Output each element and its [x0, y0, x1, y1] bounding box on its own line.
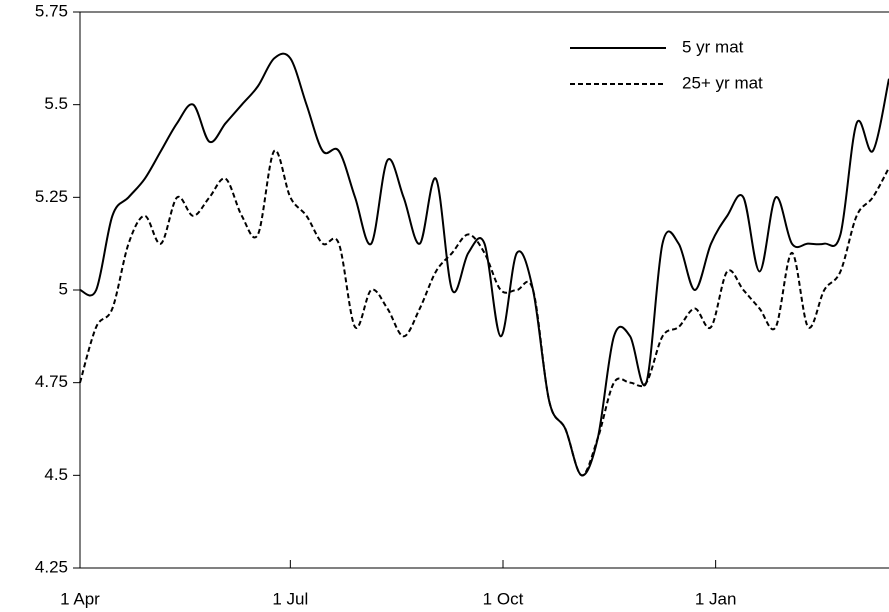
series-line [79, 52, 889, 477]
series-line [79, 149, 889, 477]
plot-frame [79, 11, 889, 569]
x-tick-label: 1 Apr [60, 589, 100, 608]
y-tick-label: 5.5 [44, 94, 68, 113]
y-tick-label: 5.75 [35, 1, 68, 20]
y-tick-label: 5 [59, 279, 68, 298]
x-tick-label: 1 Jul [272, 589, 308, 608]
y-tick-label: 4.25 [35, 557, 68, 576]
x-tick-label: 1 Oct [483, 589, 524, 608]
y-tick-label: 4.75 [35, 372, 68, 391]
x-tick-label: 1 Jan [695, 589, 737, 608]
y-tick-label: 5.25 [35, 187, 68, 206]
legend-label: 5 yr mat [682, 37, 744, 56]
y-tick-label: 4.5 [44, 465, 68, 484]
legend-label: 25+ yr mat [682, 73, 763, 92]
